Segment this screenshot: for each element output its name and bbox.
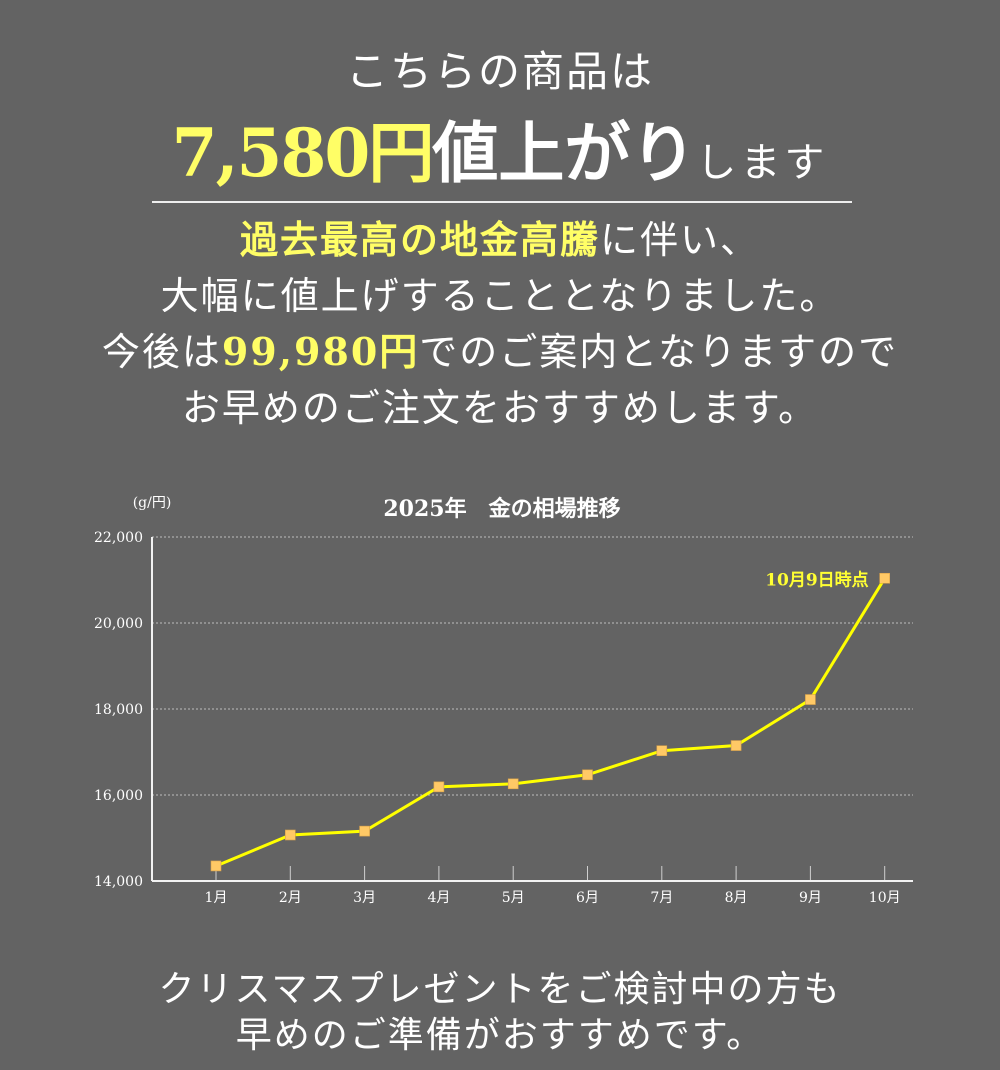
data-point-marker <box>805 694 816 705</box>
price-increase-amount: 7,580円 <box>171 114 435 192</box>
x-tick-label: 5月 <box>502 890 525 906</box>
x-tick-label: 2月 <box>279 890 302 906</box>
x-tick-label: 7月 <box>650 890 673 906</box>
gold-price-chart: (g/円) 2025年 金の相場推移 14,000 16,000 18,000 20,… <box>0 480 1000 920</box>
message-line-1-rest: に伴い、 <box>600 218 761 262</box>
y-tick-label: 20,000 <box>94 616 143 632</box>
data-point-marker <box>507 778 519 790</box>
message-line-3-rest: でのご案内となりますので <box>419 330 899 374</box>
data-point-marker <box>879 572 891 584</box>
y-axis-unit-label: (g/円) <box>133 495 172 511</box>
message-line-3-prefix: 今後は <box>101 330 222 374</box>
x-tick-label: 9月 <box>799 890 822 906</box>
chart-title: 2025年 金の相場推移 <box>383 496 620 522</box>
new-price: 99,980円 <box>221 329 420 374</box>
footer-line-1: クリスマスプレゼントをご検討中の方も <box>158 969 842 1010</box>
data-point-marker <box>359 825 370 837</box>
y-tick-label: 14,000 <box>94 874 143 890</box>
data-markers <box>210 572 891 872</box>
y-tick-label: 16,000 <box>94 788 143 804</box>
x-tick-label: 6月 <box>576 890 599 906</box>
message-line-2: 大幅に値上げすることとなりました。 <box>160 274 840 318</box>
y-tick-label: 18,000 <box>94 702 143 718</box>
data-point-marker <box>582 769 593 781</box>
x-tick-label: 4月 <box>427 890 450 906</box>
chart-gridlines <box>152 536 913 796</box>
increase-text: 値上がり <box>432 114 697 192</box>
message-line-3: 今後は99,980円でのご案内となりますので <box>0 324 1000 380</box>
data-point-marker <box>656 745 668 757</box>
footer-line-2: 早めのご準備がおすすめです。 <box>235 1015 765 1056</box>
y-axis-ticks: 14,000 16,000 18,000 20,000 22,000 <box>94 530 143 890</box>
data-point-marker <box>730 740 742 751</box>
x-tick-label: 10月 <box>869 890 901 906</box>
y-tick-label: 22,000 <box>94 530 143 546</box>
message-line-4: お早めのご注文をおすすめします。 <box>181 386 819 430</box>
message-highlight: 過去最高の地金高騰 <box>239 217 600 262</box>
data-point-marker <box>210 860 222 872</box>
data-point-marker <box>284 829 296 841</box>
x-axis-ticks: 1月 2月 3月 4月 5月 6月 7月 8月 9月 10月 <box>205 866 901 906</box>
data-point-marker <box>433 781 445 793</box>
headline-price-increase: 7,580円値上がりします <box>0 100 1000 196</box>
x-tick-label: 1月 <box>205 890 228 906</box>
headline-suffix: します <box>696 140 829 186</box>
headline-intro: こちらの商品は <box>345 47 654 96</box>
date-annotation: 10月9日時点 <box>765 569 869 590</box>
x-tick-label: 8月 <box>725 890 748 906</box>
x-tick-label: 3月 <box>353 890 376 906</box>
price-line <box>215 577 886 868</box>
message-line-1: 過去最高の地金高騰に伴い、 <box>0 212 1000 268</box>
divider <box>152 201 852 203</box>
